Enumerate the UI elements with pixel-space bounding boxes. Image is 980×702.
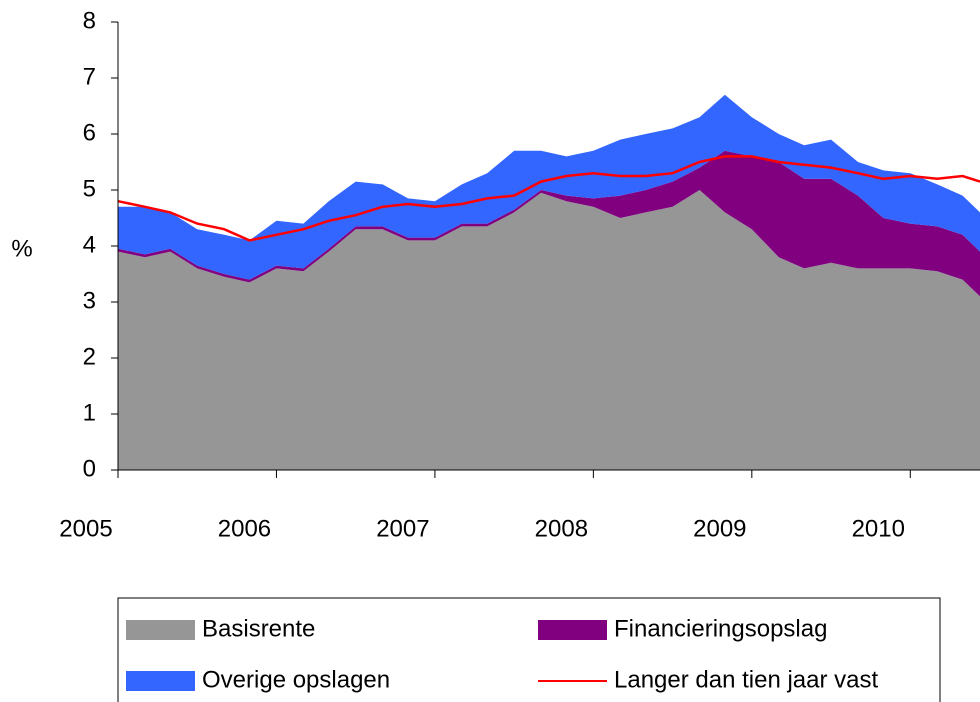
line bbox=[117, 155, 980, 242]
x-tick-label: 2007 bbox=[376, 515, 429, 542]
area bbox=[118, 190, 980, 470]
y-tick-label: 0 bbox=[83, 455, 96, 482]
y-tick-label: 4 bbox=[83, 231, 96, 258]
legend-swatch bbox=[126, 620, 195, 640]
y-tick-label: 3 bbox=[83, 287, 96, 314]
x-tick-label: 2005 bbox=[59, 515, 112, 542]
y-tick-label: 2 bbox=[83, 343, 96, 370]
area bbox=[118, 94, 980, 280]
y-tick-label: 8 bbox=[83, 7, 96, 34]
y-tick-label: 1 bbox=[83, 399, 96, 426]
x-tick-label: 2006 bbox=[218, 515, 271, 542]
legend-swatch bbox=[538, 620, 607, 640]
y-tick-label: 6 bbox=[83, 119, 96, 146]
area bbox=[118, 150, 980, 297]
x-tick-label: 2010 bbox=[852, 515, 905, 542]
legend-label: Langer dan tien jaar vast bbox=[614, 666, 879, 693]
legend-label: Overige opslagen bbox=[202, 666, 390, 693]
x-tick-label: 2009 bbox=[693, 515, 746, 542]
y-axis-label: % bbox=[11, 235, 32, 262]
legend-box bbox=[117, 597, 941, 702]
y-tick-label: 5 bbox=[83, 175, 96, 202]
legend-label: Financieringsopslag bbox=[614, 615, 827, 642]
legend-label: Basisrente bbox=[202, 615, 315, 642]
y-tick-label: 7 bbox=[83, 63, 96, 90]
x-tick-label: 2008 bbox=[535, 515, 588, 542]
plot-area bbox=[117, 94, 980, 470]
legend-swatch bbox=[126, 671, 195, 691]
